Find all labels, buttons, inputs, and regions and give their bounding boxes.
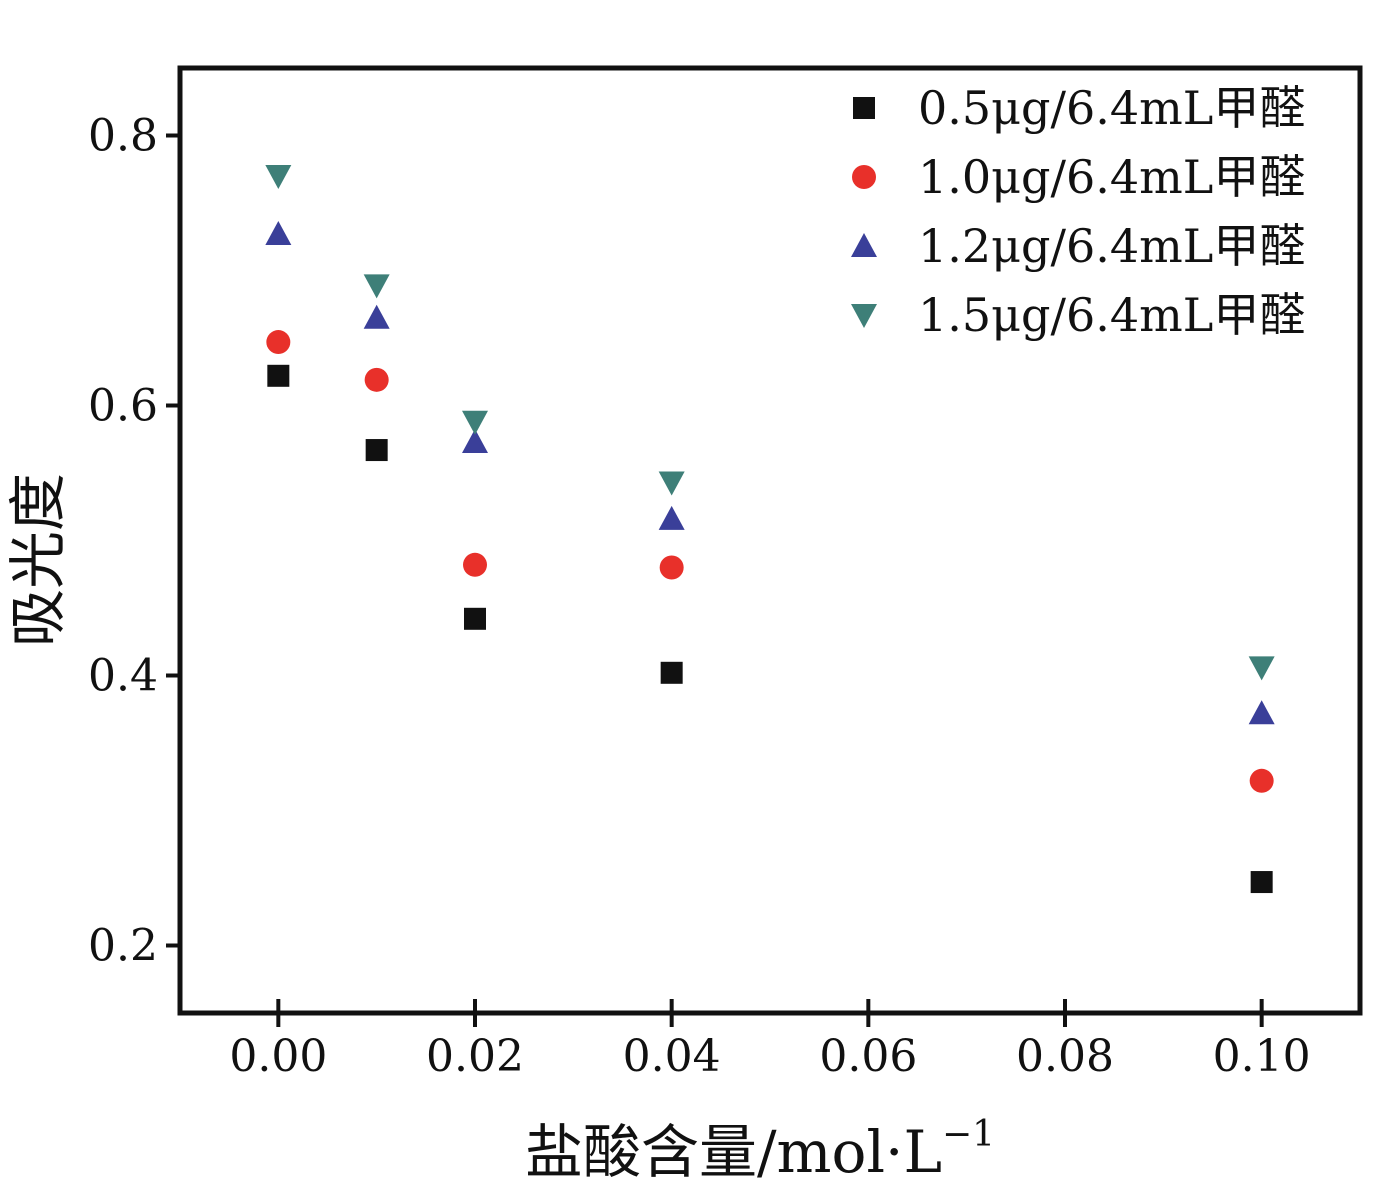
data-point-series-2 <box>266 330 291 355</box>
y-tick-label: 0.4 <box>88 651 158 702</box>
data-point-series-4 <box>462 410 488 435</box>
x-tick-label: 0.08 <box>1016 1031 1114 1082</box>
legend-label-4: 1.5μg/6.4mL甲醛 <box>918 288 1305 342</box>
x-axis-title: 盐酸含量/mol·L−1 <box>525 1114 995 1179</box>
legend-label-3: 1.2μg/6.4mL甲醛 <box>918 219 1305 273</box>
y-tick-label: 0.6 <box>88 381 158 432</box>
data-point-series-4 <box>658 471 685 496</box>
data-point-series-2 <box>1249 768 1274 793</box>
data-point-series-3 <box>462 428 488 453</box>
legend-marker-3 <box>851 233 877 257</box>
x-axis: 0.00 0.02 0.04 0.06 0.08 0.10 <box>229 999 1311 1082</box>
data-point-series-3 <box>363 304 390 329</box>
legend-marker-4 <box>851 304 877 328</box>
x-tick-label: 0.02 <box>426 1031 524 1082</box>
data-point-series-3 <box>658 505 685 530</box>
data-point-series-4 <box>265 165 292 189</box>
y-tick-label: 0.2 <box>88 921 158 972</box>
plot-frame <box>177 65 1363 1016</box>
data-point-series-1 <box>660 661 683 684</box>
legend-label-2: 1.0μg/6.4mL甲醛 <box>918 150 1305 204</box>
data-point-series-2 <box>659 555 684 580</box>
legend-marker-2 <box>852 165 876 189</box>
data-point-series-3 <box>265 221 292 246</box>
data-point-series-1 <box>1250 871 1273 894</box>
x-tick-label: 0.10 <box>1213 1031 1311 1082</box>
data-point-series-2 <box>463 552 487 577</box>
data-point-series-1 <box>267 364 290 387</box>
data-point-series-4 <box>1248 656 1275 681</box>
y-tick-label: 0.8 <box>88 111 158 162</box>
x-tick-label: 0.00 <box>229 1031 327 1082</box>
x-tick-label: 0.06 <box>819 1031 917 1082</box>
y-axis: 0.2 0.4 0.6 0.8 <box>88 111 180 972</box>
data-point-series-1 <box>464 607 486 630</box>
data-points <box>265 165 1275 894</box>
data-point-series-4 <box>363 274 390 299</box>
legend: 0.5μg/6.4mL甲醛 1.0μg/6.4mL甲醛 1.2μg/6.4mL甲醛 1… <box>851 81 1305 342</box>
legend-marker-1 <box>853 97 875 119</box>
y-axis-title: 吸光度 <box>4 473 72 647</box>
data-point-series-3 <box>1248 700 1275 725</box>
x-tick-label: 0.04 <box>623 1031 721 1082</box>
legend-label-1: 0.5μg/6.4mL甲醛 <box>918 81 1305 135</box>
data-point-series-1 <box>365 439 388 462</box>
data-point-series-2 <box>364 367 389 392</box>
